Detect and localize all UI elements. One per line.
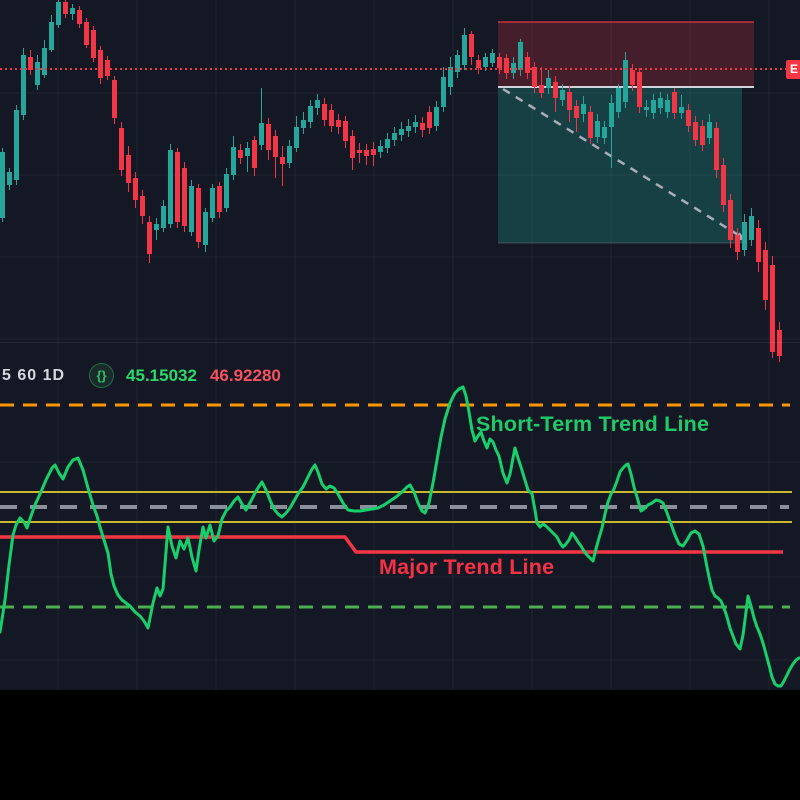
short-term-trend-label[interactable]: Short-Term Trend Line	[476, 412, 710, 436]
indicator-value-red: 46.92280	[209, 365, 281, 385]
chart-svg[interactable]	[0, 0, 800, 690]
indicator-params: 5 60 1D	[2, 366, 66, 384]
panel-divider[interactable]	[0, 342, 800, 343]
grid-layer	[0, 0, 800, 690]
entry-price-tag[interactable]: E	[786, 60, 800, 79]
indicator-legend: 5 60 1D {} 45.15032 46.92280	[2, 363, 281, 388]
pine-script-icon[interactable]: {}	[89, 363, 115, 388]
bottom-black-bar	[0, 690, 800, 800]
candles-layer	[0, 0, 782, 362]
oscillator-line	[0, 385, 800, 688]
indicator-levels-layer	[0, 403, 792, 609]
major-trend-line[interactable]	[0, 535, 783, 554]
indicator-value-green: 45.15032	[126, 365, 197, 385]
major-trend-label[interactable]: Major Trend Line	[379, 555, 555, 579]
chart-canvas[interactable]	[0, 0, 800, 690]
